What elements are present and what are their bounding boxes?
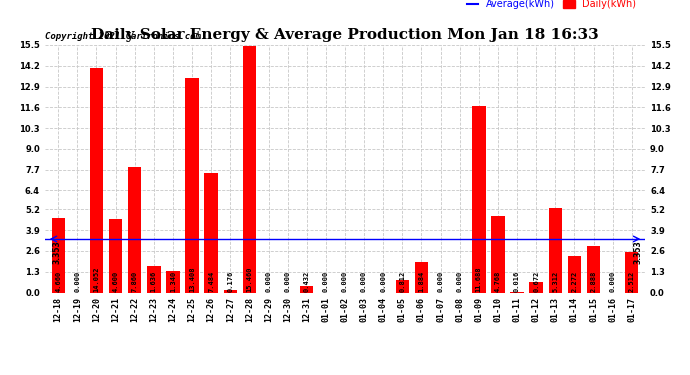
- Bar: [472, 106, 486, 292]
- Text: 15.460: 15.460: [246, 266, 253, 292]
- Bar: [224, 290, 237, 292]
- Text: 2.272: 2.272: [571, 271, 578, 292]
- Bar: [128, 167, 141, 292]
- Text: 3.353: 3.353: [634, 240, 643, 264]
- Text: 1.340: 1.340: [170, 271, 176, 292]
- Title: Daily Solar Energy & Average Production Mon Jan 18 16:33: Daily Solar Energy & Average Production …: [91, 28, 599, 42]
- Text: 1.884: 1.884: [418, 271, 424, 292]
- Bar: [529, 282, 543, 292]
- Text: 0.672: 0.672: [533, 271, 539, 292]
- Bar: [166, 271, 179, 292]
- Text: 0.000: 0.000: [266, 271, 272, 292]
- Text: 13.408: 13.408: [189, 266, 195, 292]
- Bar: [90, 68, 104, 292]
- Text: 4.600: 4.600: [112, 271, 119, 292]
- Text: 0.000: 0.000: [457, 271, 463, 292]
- Bar: [491, 216, 504, 292]
- Text: 11.688: 11.688: [476, 266, 482, 292]
- Bar: [109, 219, 122, 292]
- Text: 1.636: 1.636: [151, 271, 157, 292]
- Text: Copyright 2021 Cartronics.com: Copyright 2021 Cartronics.com: [45, 32, 201, 41]
- Bar: [300, 286, 313, 292]
- Text: 0.000: 0.000: [610, 271, 615, 292]
- Bar: [625, 252, 638, 292]
- Text: 0.000: 0.000: [380, 271, 386, 292]
- Bar: [147, 266, 161, 292]
- Bar: [568, 256, 581, 292]
- Text: 0.000: 0.000: [285, 271, 290, 292]
- Text: 4.660: 4.660: [55, 271, 61, 292]
- Text: 7.484: 7.484: [208, 271, 214, 292]
- Bar: [52, 218, 65, 292]
- Bar: [395, 279, 409, 292]
- Text: 5.312: 5.312: [552, 271, 558, 292]
- Text: 0.000: 0.000: [361, 271, 367, 292]
- Text: 7.860: 7.860: [132, 271, 138, 292]
- Text: 0.000: 0.000: [75, 271, 80, 292]
- Text: 2.512: 2.512: [629, 271, 635, 292]
- Bar: [186, 78, 199, 292]
- Text: 3.353: 3.353: [52, 240, 62, 264]
- Text: 0.432: 0.432: [304, 271, 310, 292]
- Bar: [586, 246, 600, 292]
- Bar: [204, 173, 218, 292]
- Text: 0.176: 0.176: [227, 271, 233, 292]
- Text: 0.812: 0.812: [400, 271, 405, 292]
- Legend: Average(kWh), Daily(kWh): Average(kWh), Daily(kWh): [463, 0, 640, 13]
- Text: 14.052: 14.052: [93, 266, 99, 292]
- Text: 0.016: 0.016: [514, 271, 520, 292]
- Text: 2.888: 2.888: [591, 271, 597, 292]
- Text: 0.000: 0.000: [342, 271, 348, 292]
- Text: 0.000: 0.000: [437, 271, 444, 292]
- Bar: [415, 262, 428, 292]
- Text: 4.768: 4.768: [495, 271, 501, 292]
- Bar: [549, 208, 562, 292]
- Text: 0.000: 0.000: [323, 271, 329, 292]
- Bar: [243, 46, 256, 292]
